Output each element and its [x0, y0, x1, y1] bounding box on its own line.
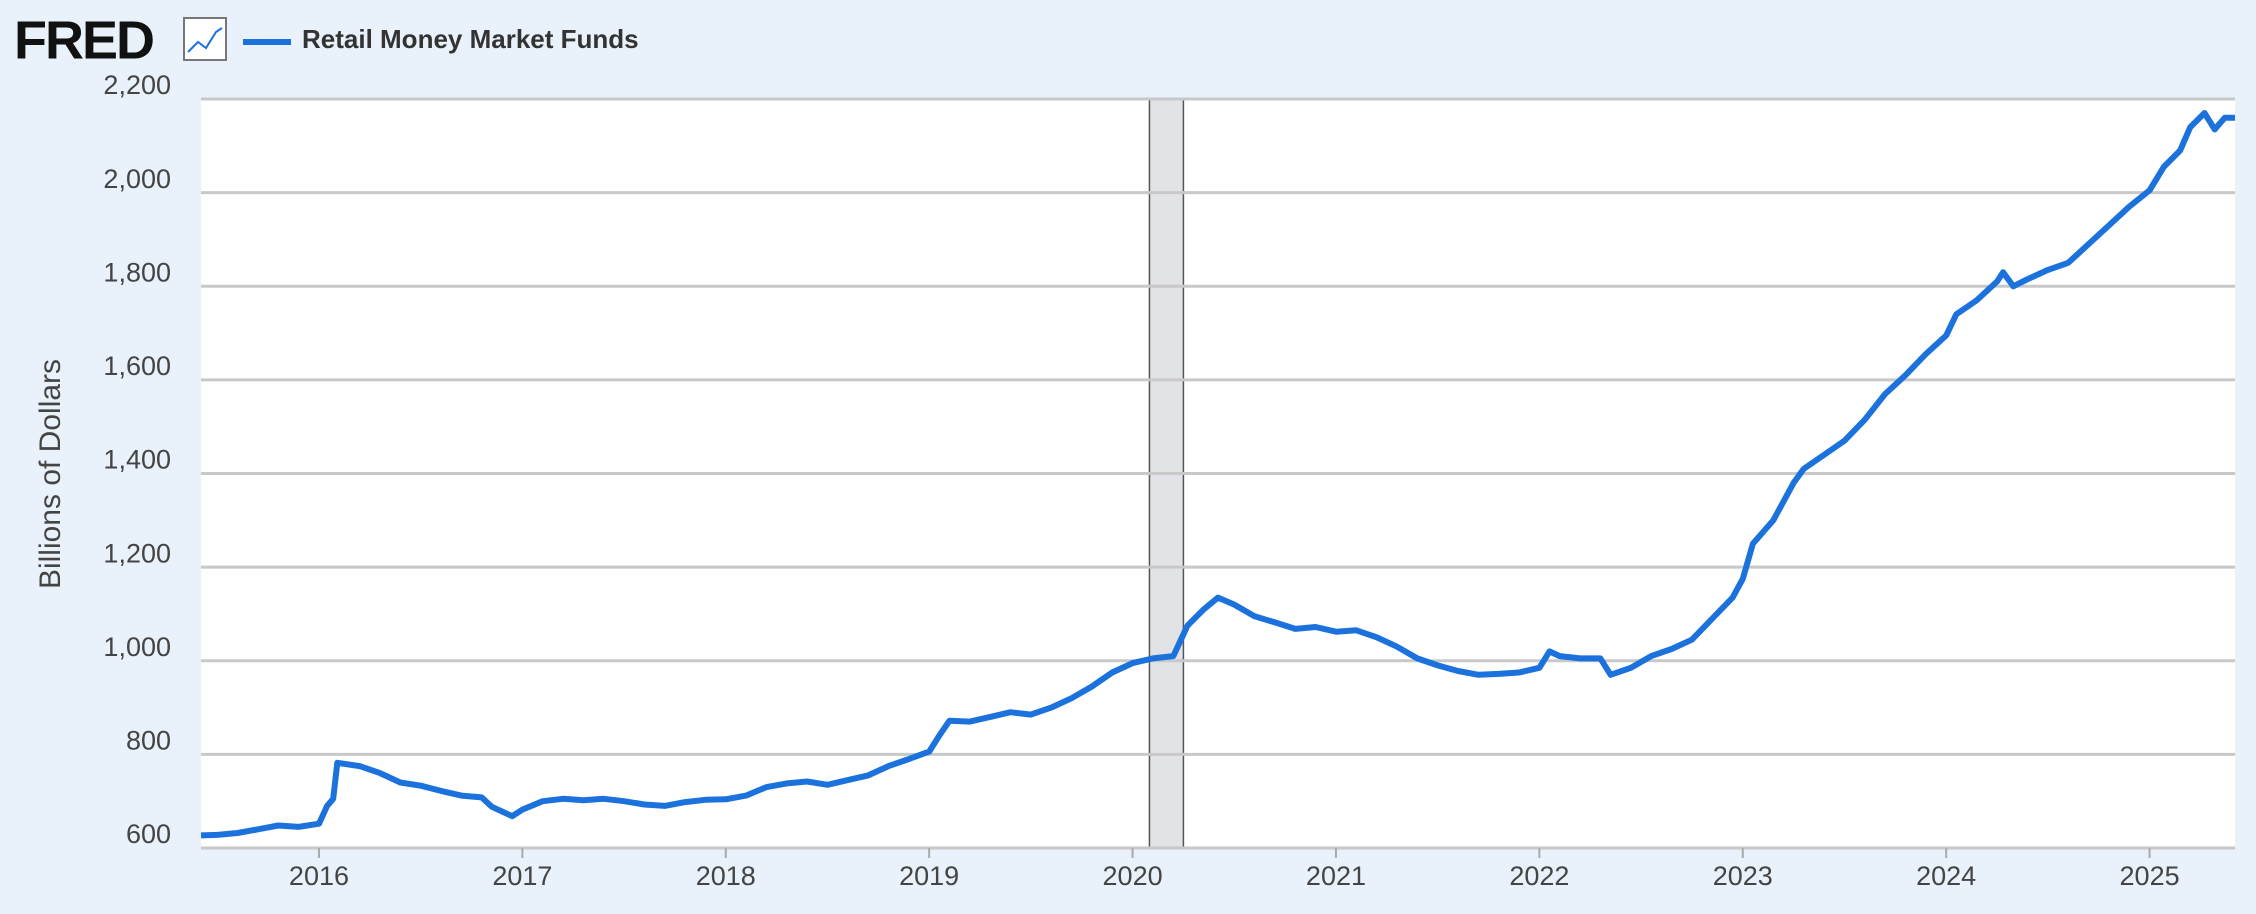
y-tick-label: 1,800	[103, 257, 171, 287]
y-tick-label: 2,200	[103, 70, 171, 100]
graph-icon[interactable]	[183, 17, 227, 61]
y-tick-label: 1,400	[103, 445, 171, 475]
y-tick-label: 1,600	[103, 351, 171, 381]
y-tick-label: 1,200	[103, 538, 171, 568]
y-tick-label: 800	[126, 726, 171, 756]
data-line	[200, 110, 2235, 839]
x-tick-label: 2022	[1509, 861, 1569, 891]
x-tick-label: 2020	[1103, 861, 1163, 891]
x-tick-label: 2023	[1713, 861, 1773, 891]
x-tick-label: 2018	[696, 861, 756, 891]
legend-label: Retail Money Market Funds	[302, 24, 639, 54]
x-tick-label: 2024	[1916, 861, 1976, 891]
y-tick-label: 1,000	[103, 632, 171, 662]
y-tick-label: 600	[126, 819, 171, 849]
brand-logo[interactable]: FRED	[14, 10, 155, 70]
x-tick-label: 2025	[2120, 861, 2180, 891]
y-axis-label: Billions of Dollars	[34, 359, 67, 589]
y-tick-label: 2,000	[103, 164, 171, 194]
x-tick-label: 2016	[289, 861, 349, 891]
x-tick-label: 2017	[492, 861, 552, 891]
x-tick-label: 2021	[1306, 861, 1366, 891]
graph-icon-line	[187, 27, 223, 53]
x-tick-label: 2019	[899, 861, 959, 891]
